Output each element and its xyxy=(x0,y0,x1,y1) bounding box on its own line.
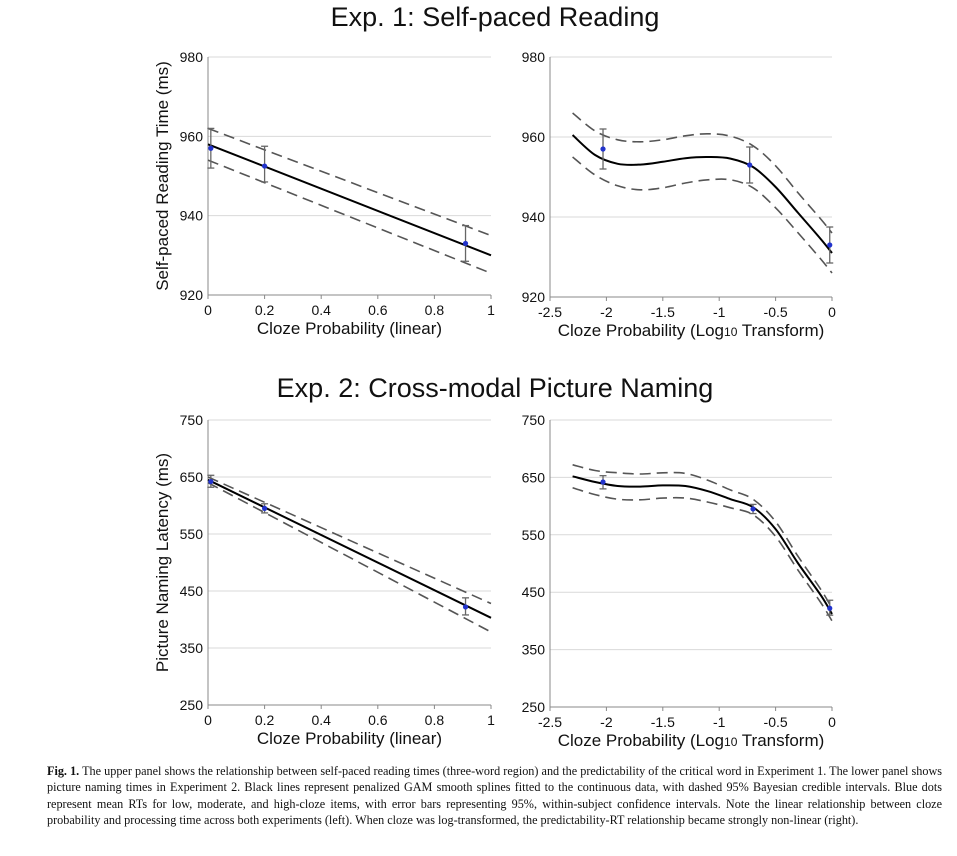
y-tick-label: 960 xyxy=(522,129,546,145)
fit-line xyxy=(207,478,492,619)
y-tick-label: 940 xyxy=(522,209,546,225)
ci-lower-line xyxy=(207,159,492,274)
y-tick-label: 650 xyxy=(522,469,546,485)
y-tick-label: 550 xyxy=(180,526,204,542)
x-tick-label: -1 xyxy=(713,714,726,730)
x-tick-label: 0 xyxy=(204,712,212,728)
x-tick-label: -1 xyxy=(713,304,726,320)
caption-text: The upper panel shows the relationship b… xyxy=(47,764,942,828)
x-tick-label: -2.5 xyxy=(538,714,562,730)
x-tick-label: 0.2 xyxy=(255,712,275,728)
mean-point xyxy=(462,240,469,247)
x-axis-label-rest: Transform) xyxy=(737,321,824,340)
mean-point xyxy=(262,163,268,169)
chart-title-exp2: Exp. 2: Cross-modal Picture Naming xyxy=(276,373,714,403)
panel-exp1-linear: 920 940 960 980 0 0.2 0.4 0.6 0.8 1 Cloze Probabil… xyxy=(153,49,495,338)
y-tick-label: 750 xyxy=(180,412,204,428)
x-tick-label: 0.8 xyxy=(425,302,445,318)
y-tick-label: 920 xyxy=(180,287,204,303)
x-axis-label-main: Cloze Probability (Log xyxy=(558,321,724,340)
mean-point xyxy=(600,146,606,152)
x-tick-label: 0.8 xyxy=(425,712,445,728)
x-axis-label: Cloze Probability (Log10 Transform) xyxy=(558,321,825,340)
y-tick-label: 250 xyxy=(522,699,546,715)
y-tick-label: 650 xyxy=(180,469,204,485)
x-tick-label: 0 xyxy=(204,302,212,318)
x-tick-label: 0.6 xyxy=(368,712,388,728)
fit-line xyxy=(571,134,833,254)
ci-lower-line xyxy=(572,486,833,622)
x-tick-label: 1 xyxy=(487,712,495,728)
fit-line xyxy=(207,143,492,257)
y-tick-label: 450 xyxy=(180,583,204,599)
x-tick-label: -2 xyxy=(600,304,613,320)
mean-point xyxy=(262,505,268,511)
x-axis-label-subscript: 10 xyxy=(724,325,738,339)
x-axis-label-rest: Transform) xyxy=(737,731,824,750)
x-axis-label-subscript: 10 xyxy=(724,735,738,749)
mean-point xyxy=(208,478,214,485)
x-axis-label: Cloze Probability (linear) xyxy=(257,319,442,338)
x-tick-label: 0.4 xyxy=(311,712,331,728)
ci-lower-line xyxy=(207,481,492,633)
x-tick-label: -0.5 xyxy=(764,714,788,730)
y-tick-label: 980 xyxy=(522,49,546,65)
y-tick-label: 450 xyxy=(522,584,546,600)
x-tick-label: 0 xyxy=(828,304,836,320)
y-tick-label: 750 xyxy=(522,412,546,428)
mean-point xyxy=(600,479,606,485)
x-tick-label: -0.5 xyxy=(764,304,788,320)
mean-point xyxy=(208,145,214,151)
x-tick-label: 0.2 xyxy=(255,302,275,318)
figure-caption: Fig. 1. The upper panel shows the relati… xyxy=(47,763,942,829)
y-tick-label: 960 xyxy=(180,128,204,144)
y-axis-label: Picture Naming Latency (ms) xyxy=(153,453,172,672)
mean-point xyxy=(827,242,833,248)
x-axis-label: Cloze Probability (linear) xyxy=(257,729,442,748)
y-tick-label: 350 xyxy=(180,640,204,656)
x-tick-label: -2 xyxy=(600,714,613,730)
y-axis-label: Self-paced Reading Time (ms) xyxy=(153,61,172,291)
y-tick-label: 940 xyxy=(180,208,204,224)
x-axis-label: Cloze Probability (Log10 Transform) xyxy=(558,731,825,750)
y-tick-label: 920 xyxy=(522,289,546,305)
y-tick-label: 350 xyxy=(522,642,546,658)
ci-upper-line xyxy=(207,127,492,237)
x-axis-label-main: Cloze Probability (Log xyxy=(558,731,724,750)
x-tick-label: -2.5 xyxy=(538,304,562,320)
ci-lower-line xyxy=(572,156,833,274)
mean-point xyxy=(747,162,753,168)
x-tick-label: 0 xyxy=(828,714,836,730)
ci-upper-line xyxy=(572,464,833,609)
mean-point xyxy=(462,604,469,610)
mean-point xyxy=(827,605,833,611)
mean-point xyxy=(750,506,756,512)
chart-title-exp1: Exp. 1: Self-paced Reading xyxy=(330,2,660,32)
panel-exp2-linear: 250 350 450 550 650 750 0 0.2 0.4 0.6 0.8 1 Cloze Pr… xyxy=(153,412,495,748)
fit-line xyxy=(572,475,833,615)
ci-upper-line xyxy=(572,112,833,234)
x-tick-label: -1.5 xyxy=(651,304,675,320)
x-tick-label: -1.5 xyxy=(651,714,675,730)
y-tick-label: 250 xyxy=(180,697,204,713)
x-tick-label: 0.4 xyxy=(311,302,331,318)
x-tick-label: 1 xyxy=(487,302,495,318)
y-tick-label: 550 xyxy=(522,527,546,543)
x-tick-label: 0.6 xyxy=(368,302,388,318)
caption-label: Fig. 1. xyxy=(47,764,80,778)
ci-upper-line xyxy=(207,476,492,605)
y-tick-label: 980 xyxy=(180,49,204,65)
